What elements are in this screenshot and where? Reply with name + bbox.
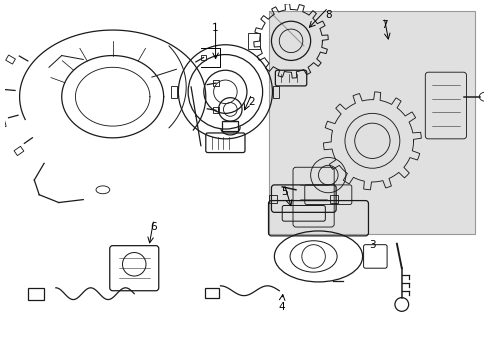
Bar: [200, 55, 206, 60]
Bar: [222, 121, 238, 131]
Bar: [171, 86, 177, 98]
Bar: [6, 55, 16, 64]
Text: 3: 3: [368, 240, 375, 250]
Bar: [273, 86, 279, 98]
Bar: [28, 288, 44, 300]
Bar: [247, 33, 259, 49]
Bar: [204, 288, 218, 298]
Bar: [269, 195, 277, 203]
Bar: [14, 146, 24, 156]
Bar: [329, 195, 337, 203]
Text: 1: 1: [212, 23, 219, 33]
Bar: [0, 121, 6, 129]
Text: 7: 7: [380, 20, 386, 30]
Text: 5: 5: [280, 187, 287, 197]
Text: 8: 8: [325, 10, 331, 21]
Bar: [213, 107, 219, 113]
Text: 2: 2: [248, 96, 255, 107]
Polygon shape: [269, 12, 474, 234]
Text: 6: 6: [150, 222, 157, 232]
Bar: [213, 80, 219, 86]
Bar: [0, 92, 1, 98]
Text: 4: 4: [278, 302, 285, 312]
